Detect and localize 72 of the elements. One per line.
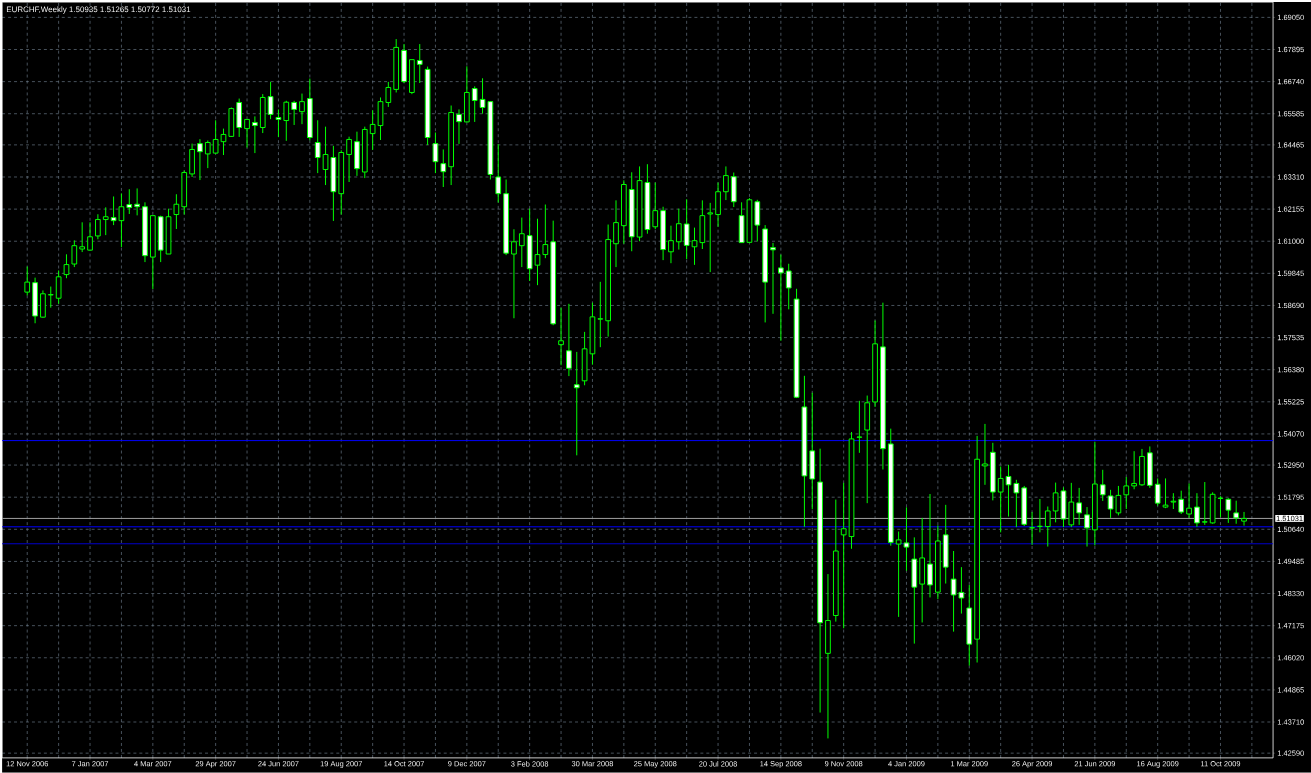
candlestick xyxy=(856,400,863,454)
candlestick xyxy=(40,290,46,319)
candlestick xyxy=(715,182,721,228)
candlestick xyxy=(675,208,682,251)
candlestick xyxy=(291,100,297,126)
candlestick xyxy=(24,266,31,297)
candlestick xyxy=(252,115,258,154)
candlestick xyxy=(511,228,517,319)
candlestick xyxy=(1154,477,1161,507)
candlestick xyxy=(440,149,447,188)
candlestick xyxy=(471,85,478,123)
candlestick xyxy=(566,303,572,377)
candlestick xyxy=(1044,506,1051,548)
candlestick xyxy=(652,182,659,230)
candlestick xyxy=(1178,490,1185,515)
candlestick xyxy=(723,165,729,201)
candlestick xyxy=(63,253,70,279)
candlestick xyxy=(456,108,462,145)
candlestick xyxy=(982,423,988,486)
candlestick xyxy=(495,143,502,204)
candlestick xyxy=(283,100,290,142)
candlestick xyxy=(1194,492,1200,528)
candlestick xyxy=(47,286,54,309)
candlestick xyxy=(613,199,619,268)
candlestick xyxy=(173,193,180,230)
candlestick xyxy=(518,217,525,268)
candlestick xyxy=(770,242,776,315)
candlestick xyxy=(1225,497,1232,524)
candlestick xyxy=(997,466,1004,533)
candlestick xyxy=(204,140,211,169)
candlestick xyxy=(416,43,423,84)
candlestick xyxy=(573,351,580,456)
candlestick xyxy=(1123,476,1130,510)
candlestick xyxy=(754,199,761,243)
candlestick xyxy=(134,187,140,216)
candlestick xyxy=(1029,511,1035,546)
candlestick xyxy=(558,307,564,366)
candlestick xyxy=(385,81,392,108)
candlestick xyxy=(1241,511,1247,527)
candlestick xyxy=(1131,450,1137,490)
candlestick xyxy=(102,206,109,236)
candlestick xyxy=(683,198,690,260)
candlestick xyxy=(267,81,274,120)
candlestick xyxy=(1201,481,1208,526)
candlestick xyxy=(1084,506,1090,548)
candlestick xyxy=(927,493,933,598)
candlestick xyxy=(432,132,439,174)
candlestick xyxy=(55,269,62,305)
candlestick xyxy=(1099,469,1106,502)
candlestick xyxy=(785,263,792,310)
candlestick xyxy=(1037,498,1043,533)
candlestick xyxy=(95,213,101,240)
candlestick xyxy=(597,281,604,348)
candlestick xyxy=(79,221,86,253)
candlestick xyxy=(707,202,714,273)
candlestick xyxy=(1076,487,1083,526)
candlestick xyxy=(1068,482,1075,528)
candlestick xyxy=(1162,477,1169,509)
candlestick xyxy=(1233,500,1240,525)
candlestick xyxy=(126,188,133,215)
candlestick xyxy=(314,119,321,174)
candlestick xyxy=(197,138,203,181)
candlestick xyxy=(275,108,282,138)
candlestick xyxy=(1186,482,1192,519)
candlestick xyxy=(299,93,305,125)
candlestick xyxy=(244,119,250,149)
candlestick xyxy=(778,254,784,342)
candlestick xyxy=(840,482,847,629)
candlestick xyxy=(71,239,78,268)
candlestick xyxy=(668,225,674,264)
candlestick xyxy=(346,136,352,183)
candlestick xyxy=(87,221,93,251)
